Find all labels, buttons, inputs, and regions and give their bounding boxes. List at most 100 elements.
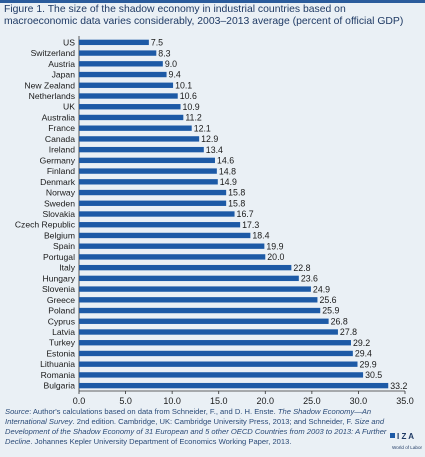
bars: US 7.5 Switzerland 8.3 Austria 9.0 Japan 9.4 New… <box>15 37 408 390</box>
value-label: 9.0 <box>165 59 177 69</box>
category-label: Estonia <box>46 348 75 358</box>
value-label: 25.9 <box>322 306 339 316</box>
value-label: 10.1 <box>175 80 192 90</box>
value-label: 25.6 <box>319 295 336 305</box>
value-label: 27.8 <box>340 327 357 337</box>
value-label: 15.8 <box>228 188 245 198</box>
value-label: 14.8 <box>219 166 236 176</box>
value-label: 19.9 <box>266 241 283 251</box>
category-label: Canada <box>45 134 75 144</box>
value-label: 16.7 <box>237 209 254 219</box>
value-label: 23.6 <box>301 274 318 284</box>
value-label: 26.8 <box>331 316 348 326</box>
bar <box>79 254 266 260</box>
category-label: Netherlands <box>29 91 75 101</box>
bar <box>79 71 167 78</box>
bar <box>79 318 329 324</box>
x-axis-ticks: 0.0 5.0 10.0 15.0 20.0 25.0 30.0 35.0 <box>73 391 414 406</box>
value-label: 17.3 <box>242 220 259 230</box>
value-label: 24.9 <box>313 284 330 294</box>
bar <box>79 125 192 131</box>
category-label: Czech Republic <box>15 220 76 230</box>
bar <box>79 114 184 121</box>
bar <box>79 146 204 153</box>
value-label: 13.4 <box>206 145 223 155</box>
category-label: Australia <box>42 112 76 122</box>
x-tick-label: 0.0 <box>73 396 86 406</box>
bar <box>79 50 157 56</box>
category-label: Latvia <box>52 327 75 337</box>
value-label: 9.4 <box>169 70 181 80</box>
bar <box>79 382 389 389</box>
category-label: Sweden <box>44 198 75 208</box>
bar <box>79 372 364 378</box>
category-label: Portugal <box>43 252 75 262</box>
category-label: Greece <box>47 295 75 305</box>
bar <box>79 82 174 88</box>
value-label: 29.2 <box>353 338 370 348</box>
x-tick-label: 35.0 <box>396 396 414 406</box>
bar <box>79 232 251 239</box>
value-label: 7.5 <box>151 38 163 48</box>
category-label: UK <box>63 102 75 112</box>
source-note: Source: Author's calculations based on d… <box>5 407 393 447</box>
source-text-1: : Author's calculations based on data fr… <box>29 407 278 416</box>
value-label: 22.8 <box>293 263 310 273</box>
category-label: Italy <box>59 263 75 273</box>
value-label: 29.9 <box>359 359 376 369</box>
logo-subtitle: World of Labor <box>392 445 423 450</box>
bar <box>79 39 149 46</box>
value-label: 14.9 <box>220 177 237 187</box>
bar <box>79 157 215 164</box>
value-label: 15.8 <box>228 198 245 208</box>
value-label: 20.0 <box>267 252 284 262</box>
category-label: Spain <box>53 241 75 251</box>
category-label: Japan <box>52 70 76 80</box>
x-tick-label: 15.0 <box>210 396 228 406</box>
value-label: 33.2 <box>390 381 407 391</box>
bar <box>79 222 241 228</box>
value-label: 18.4 <box>252 231 269 241</box>
bar <box>79 168 217 174</box>
bar <box>79 189 227 196</box>
value-label: 29.4 <box>355 349 372 359</box>
category-label: Turkey <box>49 338 76 348</box>
bar <box>79 275 299 282</box>
bar <box>79 136 200 142</box>
category-label: Slovenia <box>42 284 75 294</box>
category-label: Lithuania <box>40 359 75 369</box>
x-tick-label: 25.0 <box>303 396 321 406</box>
category-label: US <box>63 37 75 47</box>
bar <box>79 104 181 110</box>
category-label: France <box>48 123 75 133</box>
x-tick-label: 20.0 <box>257 396 275 406</box>
bar <box>79 286 311 292</box>
source-text-2: . 2nd edition. Cambridge, UK: Cambridge … <box>72 417 355 426</box>
category-label: Poland <box>48 306 75 316</box>
value-label: 12.9 <box>201 134 218 144</box>
source-book-title: The Shadow Economy—An International Surv… <box>5 407 372 426</box>
x-tick-label: 5.0 <box>119 396 132 406</box>
category-label: Cyprus <box>48 316 75 326</box>
figure-title: Figure 1. The size of the shadow economy… <box>4 4 404 28</box>
category-label: Norway <box>46 188 76 198</box>
source-label: Source <box>5 407 30 416</box>
logo-letters: I Z A <box>397 432 414 441</box>
bar <box>79 297 318 303</box>
bar <box>79 93 178 99</box>
bar <box>79 340 351 346</box>
category-label: Finland <box>47 166 75 176</box>
bar <box>79 264 292 271</box>
bar <box>79 329 338 335</box>
value-label: 8.3 <box>158 48 170 58</box>
bar <box>79 307 321 314</box>
source-paper-title: Size and Development of the Shadow Econo… <box>5 417 387 446</box>
value-label: 12.1 <box>194 123 211 133</box>
x-tick-label: 30.0 <box>350 396 368 406</box>
value-label: 14.6 <box>217 156 234 166</box>
category-label: Germany <box>40 155 76 165</box>
x-tick-label: 10.0 <box>163 396 181 406</box>
category-label: Switzerland <box>31 48 76 58</box>
category-label: Hungary <box>43 273 76 283</box>
